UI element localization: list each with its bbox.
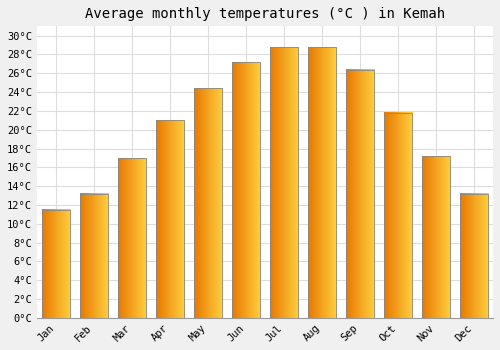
Bar xyxy=(384,113,412,318)
Bar xyxy=(460,194,488,318)
Bar xyxy=(156,120,184,318)
Bar xyxy=(270,47,298,318)
Bar xyxy=(346,70,374,318)
Bar xyxy=(308,47,336,318)
Bar xyxy=(118,158,146,318)
Bar xyxy=(422,156,450,318)
Bar xyxy=(194,88,222,318)
Bar xyxy=(232,62,260,318)
Bar xyxy=(80,194,108,318)
Title: Average monthly temperatures (°C ) in Kemah: Average monthly temperatures (°C ) in Ke… xyxy=(85,7,445,21)
Bar xyxy=(42,210,70,318)
